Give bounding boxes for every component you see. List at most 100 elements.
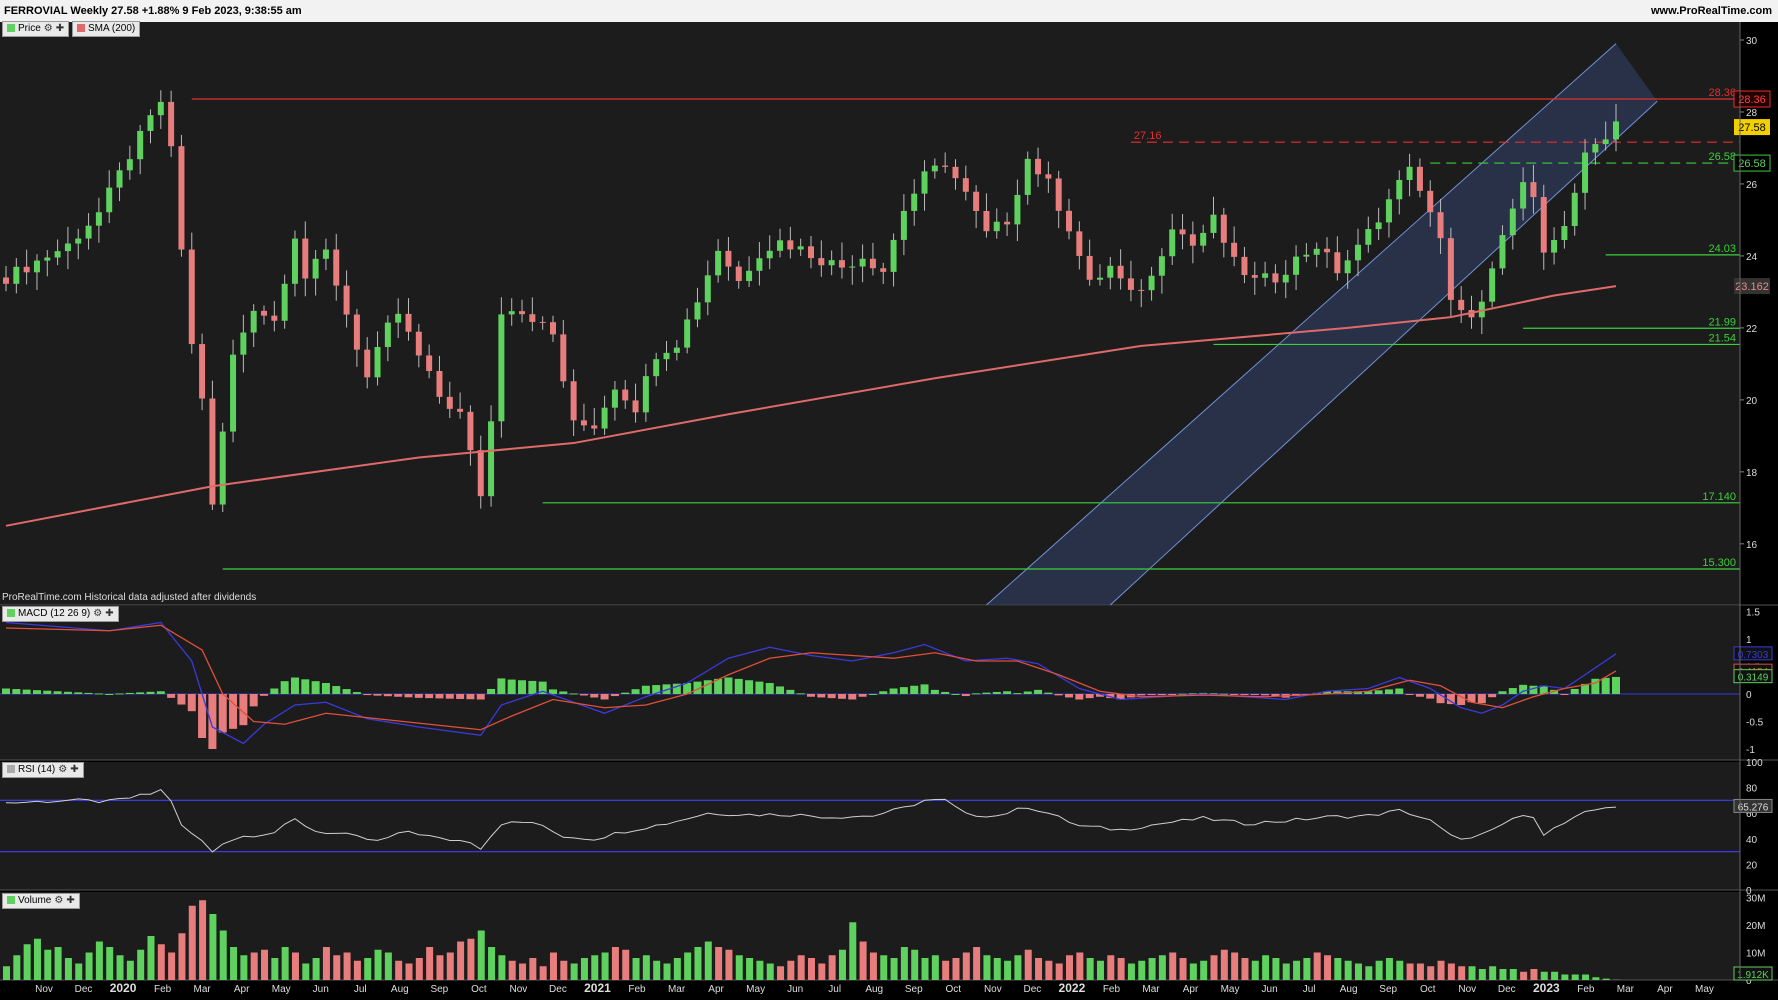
macd-histogram-bar [776,686,785,694]
x-axis-label-Oct: Oct [471,984,487,995]
volume-badge [1733,966,1773,981]
volume-bar [95,941,103,980]
candle [1437,212,1444,239]
macd-histogram-bar [858,694,867,697]
x-axis-label-Aug: Aug [865,984,883,995]
x-axis-label-Jul: Jul [1303,984,1316,995]
volume-bar [539,966,547,980]
axis-strip [1740,22,1778,1000]
candle [209,398,216,505]
volume-bar [1200,960,1208,980]
macd-legend[interactable]: MACD (12 26 9) ⚙ ✚ [2,606,119,622]
level-label-17.140: 17.140 [1702,491,1736,503]
sma-swatch [77,24,85,32]
source-url[interactable]: www.ProRealTime.com [1650,5,1772,17]
volume-bar [271,958,279,980]
volume-bar [1220,949,1228,980]
macd-histogram-bar [662,684,671,694]
candle [1602,139,1609,145]
add-icon[interactable]: ✚ [55,23,65,34]
macd-histogram-bar [1436,694,1445,704]
macd-histogram-bar [941,691,950,694]
macd-histogram-bar [1446,694,1455,705]
volume-bar [1231,952,1239,980]
add-icon[interactable]: ✚ [70,764,79,775]
macd-histogram-bar [559,691,568,694]
x-axis-label-2020: 2020 [110,981,137,995]
sma-legend[interactable]: SMA (200) [72,21,141,37]
add-icon[interactable]: ✚ [66,895,75,906]
volume-bar [519,963,527,980]
macd-histogram-bar [765,683,774,694]
macd-histogram-bar [1405,694,1414,695]
x-axis-label-Mar: Mar [1142,984,1160,995]
volume-bar [549,952,557,980]
volume-bar [322,947,330,980]
candle [694,302,701,320]
volume-ytick-label: 10M [1746,949,1765,960]
wrench-icon[interactable]: ⚙ [58,764,68,775]
price-legend[interactable]: Price ⚙ ✚ [2,21,70,37]
volume-bar [1354,963,1362,980]
macd-histogram-bar [590,694,599,698]
macd-badge [1733,669,1773,684]
macd-badge [1733,646,1773,661]
add-icon[interactable]: ✚ [105,608,114,619]
volume-bar [611,947,619,980]
volume-bar [663,963,671,980]
candle [838,260,845,268]
wrench-icon[interactable]: ⚙ [93,608,103,619]
volume-bar [488,947,496,980]
candle [1066,210,1073,232]
price-badge-label-26.58: 26.58 [1738,158,1766,170]
volume-bar [343,952,351,980]
candle [333,249,340,286]
volume-legend[interactable]: Volume ⚙ ✚ [2,893,80,909]
candle [1024,158,1031,195]
macd-histogram-bar [1550,689,1559,694]
volume-bar [54,947,62,980]
macd-histogram-bar [1477,694,1486,704]
macd-histogram-bar [12,689,21,694]
macd-histogram-bar [1601,677,1610,694]
volume-bar [23,944,31,980]
candle [322,249,329,259]
price-ytick-label: 30 [1746,36,1758,47]
candle [271,315,278,321]
volume-bar [333,955,341,980]
candle [1045,174,1052,179]
rsi-ytick-label: 20 [1746,860,1758,871]
macd-histogram-bar [404,694,413,698]
macd-histogram-bar [466,694,475,700]
candle [364,349,371,378]
x-axis-label-Jun: Jun [1262,984,1278,995]
volume-bar [209,914,217,980]
volume-bar [642,955,650,980]
candle [1324,248,1331,253]
price-pane-bg [0,22,1740,605]
macd-ytick-label: 1 [1746,635,1752,646]
volume-bar [1086,958,1094,980]
level-label-26.58: 26.58 [1708,151,1736,163]
macd-histogram-bar [1188,693,1197,695]
volume-bar [374,949,382,980]
macd-histogram-bar [1581,683,1590,694]
macd-histogram-bar [167,694,176,698]
candle [1107,265,1114,278]
macd-histogram-bar [208,694,217,749]
candle [529,314,536,322]
candle [508,311,515,315]
wrench-icon[interactable]: ⚙ [54,895,64,906]
macd-histogram-bar [992,691,1001,694]
macd-histogram-bar [1498,691,1507,694]
macd-histogram-bar [1560,694,1569,695]
candle [1014,194,1021,225]
candle [580,420,587,426]
candle [353,314,360,350]
wrench-icon[interactable]: ⚙ [43,23,53,34]
volume-bar [1561,974,1569,980]
candle [1458,299,1465,311]
rsi-legend[interactable]: RSI (14) ⚙ ✚ [2,762,84,778]
candle [291,238,298,284]
candle [642,376,649,413]
